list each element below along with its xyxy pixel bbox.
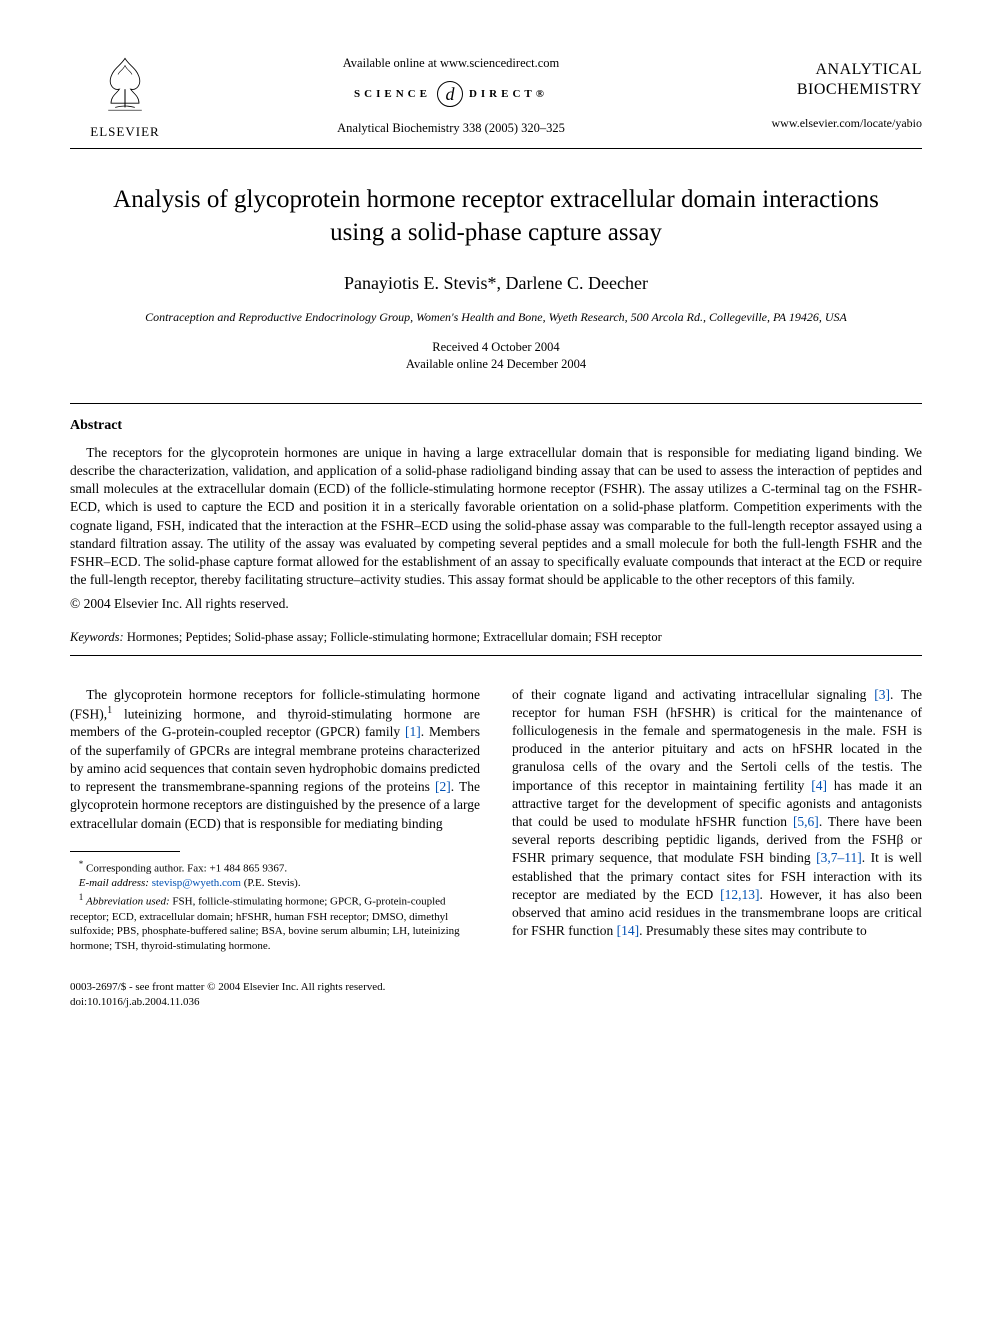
received-date: Received 4 October 2004	[432, 340, 559, 354]
citation-link[interactable]: [1]	[405, 724, 421, 739]
affiliation: Contraception and Reproductive Endocrino…	[70, 310, 922, 325]
corresponding-author-footnote: * Corresponding author. Fax: +1 484 865 …	[70, 858, 480, 877]
page-header: ELSEVIER Available online at www.science…	[70, 50, 922, 149]
footnote-number: 1	[79, 892, 84, 902]
journal-name: ANALYTICAL BIOCHEMISTRY	[722, 60, 922, 100]
divider	[70, 655, 922, 656]
elsevier-tree-icon	[90, 50, 160, 120]
citation-link[interactable]: [5,6]	[793, 814, 819, 829]
header-right: ANALYTICAL BIOCHEMISTRY www.elsevier.com…	[722, 50, 922, 131]
body-paragraph: The glycoprotein hormone receptors for f…	[70, 686, 480, 833]
citation-link[interactable]: [3]	[874, 687, 890, 702]
sd-text-right: DIRECT®	[469, 88, 548, 100]
keywords-label: Keywords:	[70, 630, 124, 644]
body-columns: The glycoprotein hormone receptors for f…	[70, 686, 922, 955]
journal-url: www.elsevier.com/locate/yabio	[722, 116, 922, 131]
divider	[70, 403, 922, 404]
email-link[interactable]: stevisp@wyeth.com	[152, 877, 241, 889]
citation-link[interactable]: [12,13]	[720, 887, 759, 902]
journal-name-line1: ANALYTICAL	[816, 61, 923, 78]
front-matter-line: 0003-2697/$ - see front matter © 2004 El…	[70, 980, 922, 995]
column-left: The glycoprotein hormone receptors for f…	[70, 686, 480, 955]
author-list: Panayiotis E. Stevis*, Darlene C. Deeche…	[70, 273, 922, 294]
journal-reference: Analytical Biochemistry 338 (2005) 320–3…	[180, 121, 722, 136]
abstract-copyright: © 2004 Elsevier Inc. All rights reserved…	[70, 596, 922, 612]
column-right: of their cognate ligand and activating i…	[512, 686, 922, 955]
citation-link[interactable]: [3,7–11]	[816, 850, 862, 865]
sciencedirect-logo: SCIENCE d DIRECT®	[180, 81, 722, 107]
body-paragraph: of their cognate ligand and activating i…	[512, 686, 922, 941]
abstract-heading: Abstract	[70, 418, 922, 434]
email-footnote: E-mail address: stevisp@wyeth.com (P.E. …	[70, 876, 480, 891]
sd-text-left: SCIENCE	[354, 88, 431, 100]
abstract-body: The receptors for the glycoprotein hormo…	[70, 444, 922, 590]
available-date: Available online 24 December 2004	[406, 357, 586, 371]
keywords-text: Hormones; Peptides; Solid-phase assay; F…	[124, 630, 662, 644]
keywords-line: Keywords: Hormones; Peptides; Solid-phas…	[70, 630, 922, 645]
sd-d-icon: d	[437, 81, 463, 107]
publisher-name: ELSEVIER	[90, 124, 159, 140]
email-label: E-mail address:	[79, 877, 149, 889]
available-online-text: Available online at www.sciencedirect.co…	[180, 56, 722, 71]
abbrev-heading: Abbreviation used:	[86, 896, 170, 908]
citation-link[interactable]: [2]	[435, 779, 451, 794]
publisher-logo-block: ELSEVIER	[70, 50, 180, 140]
article-dates: Received 4 October 2004 Available online…	[70, 339, 922, 373]
journal-name-line2: BIOCHEMISTRY	[797, 81, 922, 98]
doi-line: doi:10.1016/j.ab.2004.11.036	[70, 995, 922, 1010]
article-title: Analysis of glycoprotein hormone recepto…	[70, 184, 922, 249]
article-footer-meta: 0003-2697/$ - see front matter © 2004 El…	[70, 980, 922, 1010]
footnote-separator	[70, 851, 180, 852]
header-center: Available online at www.sciencedirect.co…	[180, 50, 722, 136]
citation-link[interactable]: [4]	[811, 778, 827, 793]
citation-link[interactable]: [14]	[617, 923, 640, 938]
abbreviation-footnote: 1 Abbreviation used: FSH, follicle-stimu…	[70, 891, 480, 954]
